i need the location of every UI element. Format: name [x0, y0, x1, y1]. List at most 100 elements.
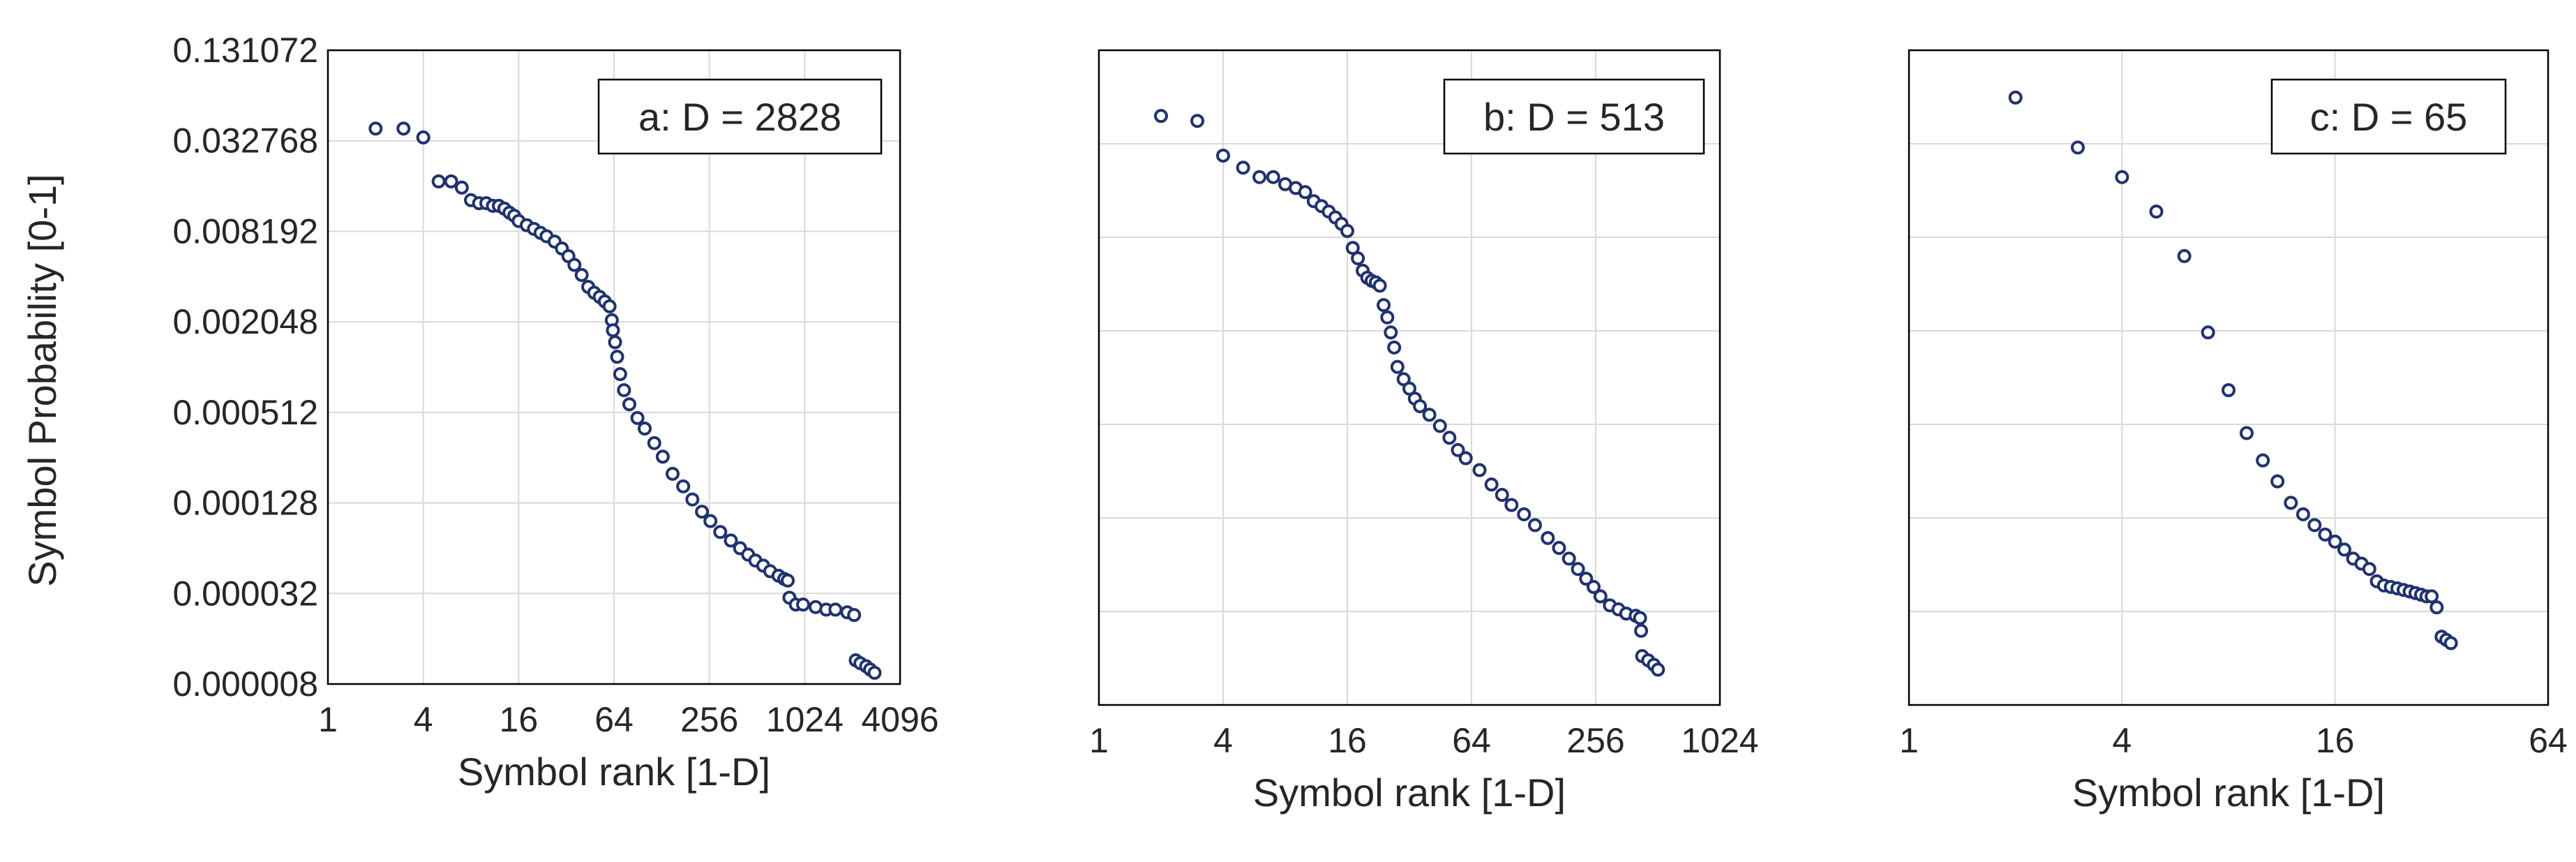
data-point	[1634, 623, 1649, 638]
data-point	[1190, 114, 1205, 128]
x-tick-label: 1	[1899, 721, 1919, 760]
y-tick-label: 0.000512	[172, 393, 318, 432]
data-point	[1495, 488, 1509, 503]
panel-label-box	[2270, 78, 2507, 155]
data-point	[647, 436, 661, 450]
data-point	[1380, 310, 1395, 325]
data-point	[685, 492, 700, 507]
data-point	[2337, 542, 2352, 557]
x-tick-label: 64	[1452, 721, 1491, 760]
data-point	[1541, 530, 1555, 545]
data-point	[2239, 426, 2254, 440]
x-tick-label: 64	[594, 700, 634, 739]
data-point	[703, 514, 718, 528]
data-point	[2115, 170, 2129, 184]
y-tick-label: 0.032768	[172, 121, 318, 161]
chart-panel-b: 1 4 16 64 256 1024 Symbol rank [1-D] b: D = 513	[1089, 49, 1759, 815]
panel-label-box	[597, 78, 883, 155]
data-point	[1593, 589, 1608, 604]
data-point	[1586, 579, 1601, 594]
chart-panel-a: 0.131072 0.032768 0.008192 0.002048 0.000512…	[172, 31, 938, 794]
data-point	[780, 573, 795, 588]
data-point	[1266, 170, 1280, 184]
data-point	[1387, 340, 1402, 355]
data-point	[2425, 589, 2439, 604]
data-point	[676, 479, 691, 493]
data-point	[610, 350, 624, 364]
data-point	[655, 449, 670, 464]
data-point	[608, 335, 622, 350]
y-tick-label: 0.000128	[172, 484, 318, 523]
data-point	[1390, 359, 1405, 374]
data-point	[613, 367, 627, 382]
y-tick-label: 0.008192	[172, 211, 318, 251]
data-point	[606, 323, 620, 338]
data-point	[847, 608, 862, 623]
data-point	[622, 397, 636, 412]
data-point	[1432, 419, 1447, 433]
y-tick-label: 0.002048	[172, 302, 318, 341]
x-axis-title: Symbol rank [1-D]	[458, 750, 770, 794]
data-point	[396, 121, 411, 136]
data-point	[1351, 251, 1365, 266]
data-point	[1384, 325, 1398, 340]
data-point	[724, 533, 738, 548]
data-point	[1345, 241, 1360, 255]
data-point	[1552, 541, 1566, 556]
panel-label: a: D = 2828	[638, 95, 841, 139]
data-point	[795, 597, 810, 612]
data-point	[2177, 248, 2192, 263]
data-point	[368, 121, 383, 136]
x-tick-label: 4096	[861, 700, 938, 739]
data-point	[2429, 600, 2444, 615]
data-point	[1484, 477, 1499, 492]
data-point	[2443, 636, 2458, 651]
data-point	[828, 602, 843, 617]
x-tick-label: 256	[680, 700, 738, 739]
x-tick-label: 64	[2529, 721, 2568, 760]
data-point	[617, 382, 631, 397]
data-point	[1340, 223, 1354, 238]
data-point	[1458, 451, 1473, 466]
x-axis-title: Symbol rank [1-D]	[2072, 771, 2385, 815]
x-tick-label: 1	[318, 700, 338, 739]
data-point	[713, 525, 728, 540]
data-point	[2328, 535, 2342, 549]
data-point	[637, 421, 652, 436]
data-point	[1422, 408, 1437, 422]
data-point	[2256, 453, 2270, 468]
data-point	[1252, 170, 1267, 184]
x-tick-label: 1024	[1681, 721, 1758, 760]
plot-frame	[1908, 49, 2549, 706]
data-point	[2270, 474, 2285, 489]
x-tick-label: 1024	[766, 700, 844, 739]
data-point	[695, 505, 710, 519]
data-point	[1236, 161, 1250, 175]
plot-frame	[327, 49, 901, 685]
y-axis-title: Symbol Probability [0-1]	[20, 174, 64, 586]
y-tick-label: 0.131072	[172, 31, 318, 70]
y-tick-label: 0.000008	[172, 664, 318, 704]
panel-label: c: D = 65	[2310, 95, 2468, 139]
data-point	[1154, 109, 1168, 124]
data-point	[1579, 572, 1594, 586]
data-point	[444, 174, 458, 188]
data-point	[1377, 298, 1391, 313]
data-point	[2284, 496, 2298, 510]
x-tick-label: 4	[1213, 721, 1233, 760]
data-point	[1216, 148, 1230, 163]
data-point	[2008, 90, 2023, 105]
data-point	[2149, 205, 2164, 219]
x-axis-title: Symbol rank [1-D]	[1253, 771, 1566, 815]
data-point	[602, 299, 617, 313]
data-point	[867, 665, 882, 680]
data-point	[1298, 185, 1312, 200]
plot-frame	[1098, 49, 1721, 706]
data-point	[2318, 527, 2332, 542]
x-tick-label: 1	[1089, 721, 1109, 760]
y-tick-label: 0.000032	[172, 574, 318, 613]
x-tick-label: 256	[1566, 721, 1624, 760]
data-point	[2222, 383, 2236, 398]
x-tick-label: 4	[2112, 721, 2132, 760]
